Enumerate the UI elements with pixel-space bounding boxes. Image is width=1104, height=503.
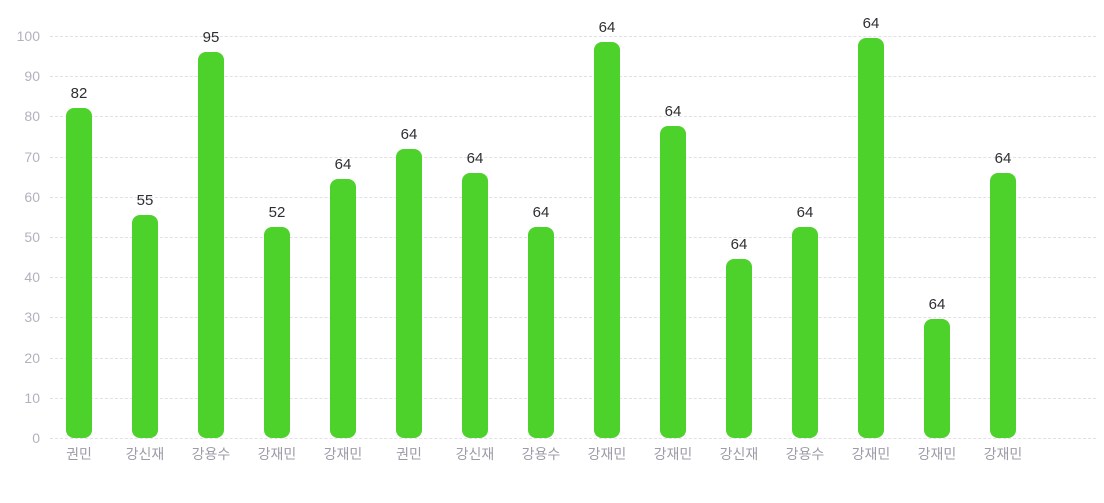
- bar[interactable]: [660, 126, 686, 438]
- x-axis-category-label: 권민: [66, 446, 92, 462]
- x-axis-category-label: 강재민: [587, 446, 627, 462]
- bar[interactable]: [990, 172, 1016, 438]
- bar[interactable]: [792, 226, 818, 438]
- y-axis-tick-label: 10: [24, 389, 40, 406]
- gridline: [50, 357, 1096, 359]
- bar[interactable]: [66, 108, 92, 438]
- bar-value-label: 82: [70, 85, 88, 103]
- bar-value-label: 64: [466, 149, 484, 167]
- y-axis-tick-label: 60: [24, 188, 40, 205]
- gridline: [50, 438, 1096, 439]
- x-axis-category-label: 강용수: [191, 446, 231, 462]
- x-axis-category-label: 강재민: [917, 446, 957, 462]
- bar-value-label: 64: [532, 203, 550, 221]
- bar-value-label: 64: [730, 236, 748, 254]
- x-axis-category-label: 강재민: [257, 446, 297, 462]
- bar[interactable]: [924, 319, 950, 438]
- x-axis-category-label: 강신재: [125, 446, 165, 462]
- y-axis-tick-label: 70: [24, 148, 40, 165]
- gridline: [50, 196, 1096, 198]
- bar-value-label: 64: [862, 15, 880, 32]
- bar-value-label: 64: [994, 149, 1012, 167]
- bar-value-label: 64: [664, 103, 682, 121]
- gridline: [50, 277, 1096, 279]
- x-axis-category-label: 강재민: [653, 446, 693, 462]
- bar[interactable]: [330, 178, 356, 438]
- gridline: [50, 116, 1096, 118]
- bar-value-label: 64: [334, 155, 352, 173]
- bar[interactable]: [264, 226, 290, 438]
- bar[interactable]: [198, 52, 224, 438]
- x-axis-category-label: 강재민: [983, 446, 1023, 462]
- y-axis-tick-label: 30: [24, 309, 40, 326]
- bar-value-label: 64: [598, 19, 616, 37]
- gridline: [50, 237, 1096, 238]
- bar-value-label: 64: [400, 125, 418, 143]
- bar-value-label: 64: [928, 296, 946, 314]
- x-axis-category-label: 강용수: [521, 446, 561, 462]
- y-axis-tick-label: 90: [24, 68, 40, 85]
- y-axis-tick-label: 0: [32, 430, 40, 446]
- bar[interactable]: [396, 148, 422, 438]
- bar[interactable]: [462, 172, 488, 438]
- bar-value-label: 52: [268, 203, 286, 221]
- gridline: [50, 156, 1096, 158]
- bar-value-label: 64: [796, 203, 814, 221]
- bar[interactable]: [726, 259, 752, 438]
- x-axis-category-label: 권민: [396, 446, 422, 462]
- x-axis-category-label: 강재민: [323, 446, 363, 462]
- bar[interactable]: [594, 42, 620, 438]
- bar-value-label: 55: [136, 191, 154, 209]
- bar[interactable]: [132, 214, 158, 438]
- y-axis-tick-label: 100: [16, 28, 40, 44]
- x-axis-category-label: 강용수: [785, 446, 825, 462]
- gridline: [50, 317, 1096, 319]
- y-axis-tick-label: 40: [24, 269, 40, 286]
- bar-value-label: 95: [202, 29, 220, 47]
- gridline: [50, 76, 1096, 78]
- y-axis-tick-label: 80: [24, 108, 40, 125]
- x-axis-category-label: 강신재: [719, 446, 759, 462]
- y-axis-tick-label: 20: [24, 349, 40, 366]
- y-axis-tick-label: 50: [24, 229, 40, 245]
- gridline: [50, 397, 1096, 399]
- gridline: [50, 36, 1096, 37]
- bar[interactable]: [528, 226, 554, 438]
- x-axis-category-label: 강재민: [851, 446, 891, 462]
- x-axis-category-label: 강신재: [455, 446, 495, 462]
- bar[interactable]: [858, 38, 884, 438]
